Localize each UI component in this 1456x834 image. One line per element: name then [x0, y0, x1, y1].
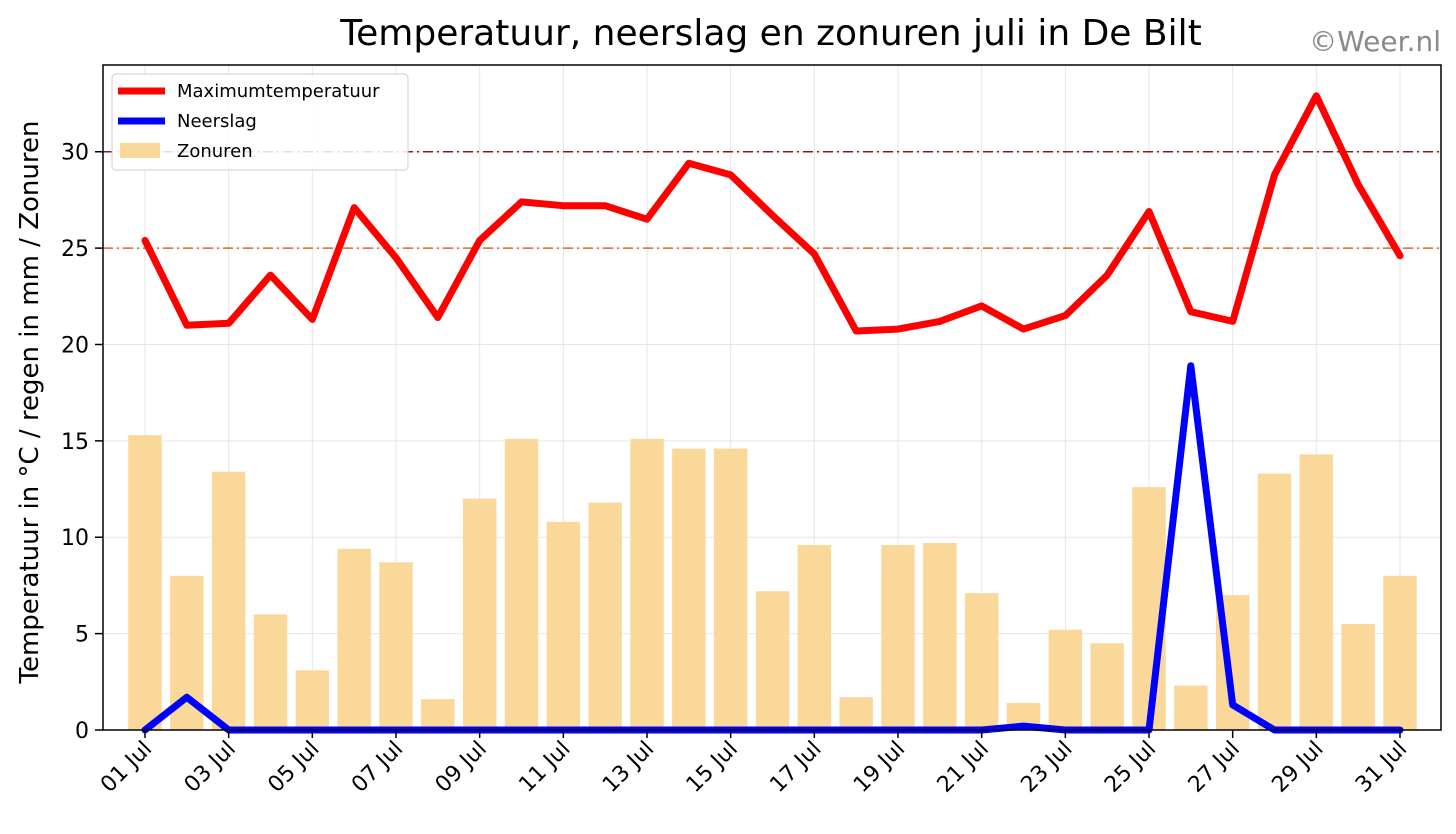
y-tick-label: 25	[61, 237, 89, 262]
bar-zonuren	[797, 544, 832, 730]
legend-label-maximumtemperatuur: Maximumtemperatuur	[177, 81, 380, 102]
y-tick-label: 20	[61, 333, 89, 358]
x-tick-label: 29 Jul	[1267, 737, 1328, 798]
bar-zonuren	[211, 471, 246, 730]
x-tick-label: 07 Jul	[347, 737, 408, 798]
x-tick-label: 21 Jul	[933, 737, 994, 798]
bar-zonuren	[1299, 454, 1334, 730]
bar-zonuren	[1048, 629, 1083, 730]
bar-zonuren	[1383, 575, 1417, 730]
sunshine-bars	[128, 435, 1417, 730]
bar-zonuren	[839, 697, 873, 730]
bar-zonuren	[713, 448, 748, 730]
legend-label-zonuren: Zonuren	[177, 141, 253, 162]
legend-swatch-zonuren	[120, 143, 160, 158]
bar-zonuren	[755, 591, 790, 730]
x-tick-label: 25 Jul	[1100, 737, 1161, 798]
watermark-logo: ©Weer.nl	[1309, 25, 1441, 58]
y-axis-ticks: 0 5 10 15 20 25 30	[61, 141, 103, 744]
legend-box	[111, 73, 409, 171]
x-tick-label: 11 Jul	[514, 737, 575, 798]
y-tick-label: 30	[61, 141, 89, 166]
bar-zonuren	[546, 521, 581, 730]
bar-zonuren	[964, 593, 999, 730]
bar-zonuren	[462, 498, 497, 730]
bar-zonuren	[253, 614, 288, 730]
y-tick-label: 0	[75, 719, 89, 744]
bar-zonuren	[881, 544, 915, 730]
y-tick-label: 10	[61, 526, 89, 551]
bar-zonuren	[630, 438, 664, 730]
bar-zonuren	[421, 699, 455, 730]
bar-zonuren	[1257, 473, 1292, 730]
x-axis-ticks: 01 Jul 03 Jul 05 Jul 07 Jul 09 Jul 11 Jul 13 J…	[96, 730, 1412, 798]
chart-title: Temperatuur, neerslag en zonuren juli in…	[339, 13, 1201, 54]
bar-zonuren	[337, 548, 371, 730]
y-axis-label: Temperatuur in °C / regen in mm / Zonure…	[15, 121, 45, 685]
x-tick-label: 31 Jul	[1351, 737, 1412, 798]
legend-label-neerslag: Neerslag	[177, 111, 257, 132]
bar-zonuren	[295, 670, 330, 730]
y-tick-label: 5	[75, 623, 89, 648]
x-tick-label: 03 Jul	[180, 737, 241, 798]
legend: Maximumtemperatuur Neerslag Zonuren	[111, 73, 409, 171]
bar-zonuren	[1341, 623, 1375, 730]
y-tick-label: 15	[61, 430, 89, 455]
plot-frame	[102, 64, 1442, 731]
x-tick-label: 17 Jul	[765, 737, 826, 798]
x-tick-label: 05 Jul	[263, 737, 324, 798]
bar-zonuren	[1090, 643, 1124, 730]
bar-zonuren	[672, 448, 706, 730]
bar-zonuren	[1174, 685, 1208, 730]
x-tick-label: 09 Jul	[431, 737, 492, 798]
x-tick-label: 13 Jul	[598, 737, 659, 798]
bar-zonuren	[504, 438, 539, 730]
line-maximumtemperatuur	[141, 92, 1404, 335]
x-tick-label: 23 Jul	[1016, 737, 1077, 798]
x-tick-label: 15 Jul	[682, 737, 743, 798]
x-tick-label: 01 Jul	[96, 737, 157, 798]
bar-zonuren	[588, 502, 622, 730]
bar-zonuren	[128, 435, 162, 730]
x-tick-label: 19 Jul	[849, 737, 910, 798]
bar-zonuren	[923, 543, 957, 730]
bar-zonuren	[379, 562, 413, 730]
x-tick-label: 27 Jul	[1184, 737, 1245, 798]
